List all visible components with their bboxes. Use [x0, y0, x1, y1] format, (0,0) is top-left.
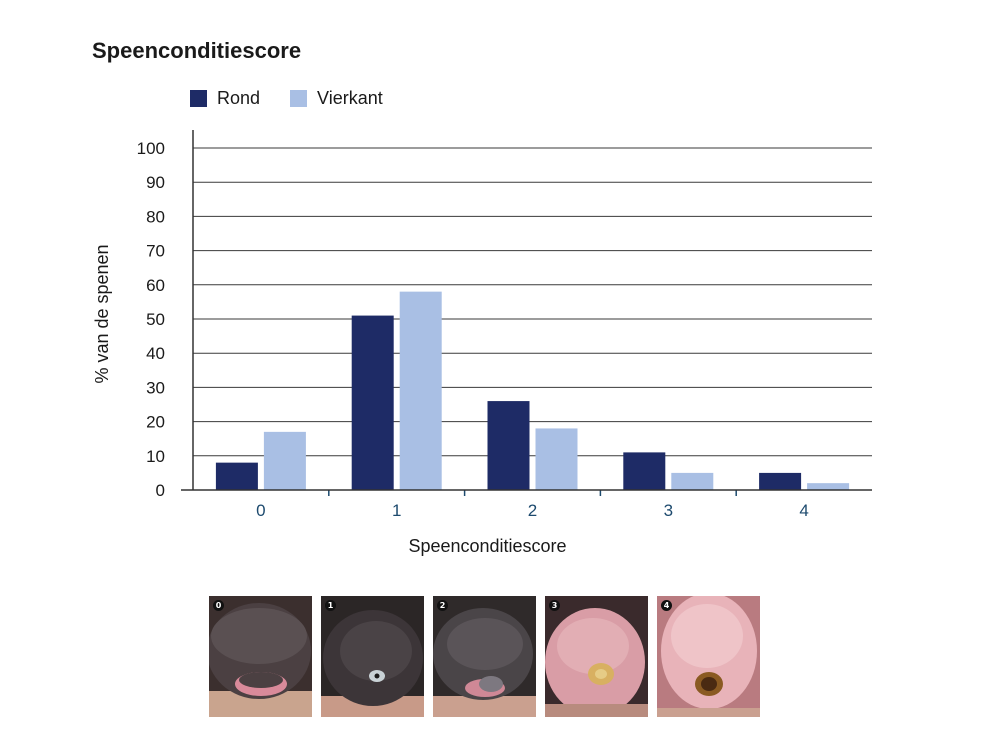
teat-score-3-photo: 3 [545, 596, 648, 717]
legend-swatch-vierkant [290, 90, 308, 107]
chart-legend: Rond Vierkant [190, 88, 413, 109]
legend-label-vierkant: Vierkant [317, 88, 383, 108]
bar-rond-4 [759, 472, 802, 490]
x-tick-label: 3 [664, 501, 673, 520]
y-tick-label: 100 [137, 139, 165, 158]
y-tick-label: 30 [146, 378, 165, 397]
bar-rond-2 [487, 401, 530, 490]
teat-score-2-badge: 2 [437, 600, 448, 611]
bar-rond-0 [215, 462, 258, 490]
teat-score-2-photo: 2 [433, 596, 536, 717]
x-tick-label: 2 [528, 501, 537, 520]
bar-vierkant-4 [807, 483, 850, 490]
bar-vierkant-0 [263, 431, 306, 490]
y-tick-label: 20 [146, 413, 165, 432]
legend-item-vierkant: Vierkant [290, 88, 383, 109]
x-tick-label: 0 [256, 501, 265, 520]
x-tick-label: 4 [799, 501, 808, 520]
bar-rond-1 [351, 315, 394, 490]
teat-score-4-badge: 4 [661, 600, 672, 611]
chart-title: Speenconditiescore [92, 38, 302, 63]
bar-rond-3 [623, 452, 666, 490]
y-tick-label: 50 [146, 310, 165, 329]
bar-vierkant-2 [535, 428, 578, 490]
x-tick-label: 1 [392, 501, 401, 520]
teat-photo-strip: 0 1 2 [209, 596, 760, 717]
x-axis-title: Speenconditiescore [408, 536, 566, 556]
y-tick-label: 10 [146, 447, 165, 466]
teat-score-3-badge: 3 [549, 600, 560, 611]
teat-score-0-photo: 0 [209, 596, 312, 717]
y-tick-label: 90 [146, 173, 165, 192]
bar-vierkant-3 [671, 472, 714, 490]
y-tick-label: 70 [146, 242, 165, 261]
y-tick-label: 0 [156, 481, 165, 500]
bar-chart: 0 10 20 30 40 50 60 70 80 90 100 0 1 2 3 4 Speenconditie… [92, 130, 872, 556]
bar-vierkant-1 [399, 291, 442, 490]
legend-item-rond: Rond [190, 88, 260, 109]
teat-score-1-badge: 1 [325, 600, 336, 611]
y-tick-label: 80 [146, 207, 165, 226]
y-tick-label: 40 [146, 344, 165, 363]
teat-score-4-photo: 4 [657, 596, 760, 717]
teat-score-0-badge: 0 [213, 600, 224, 611]
y-axis-title: % van de spenen [92, 244, 112, 383]
legend-label-rond: Rond [217, 88, 261, 108]
teat-score-1-photo: 1 [321, 596, 424, 717]
legend-swatch-rond [190, 90, 207, 107]
y-tick-label: 60 [146, 276, 165, 295]
